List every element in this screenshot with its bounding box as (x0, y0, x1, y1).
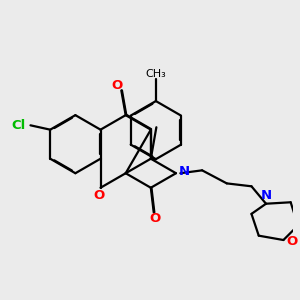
Text: N: N (178, 165, 190, 178)
Text: O: O (286, 235, 298, 248)
Text: O: O (150, 212, 161, 225)
Text: O: O (111, 79, 123, 92)
Text: N: N (260, 189, 272, 202)
Text: Cl: Cl (11, 119, 26, 132)
Text: CH₃: CH₃ (146, 69, 166, 79)
Text: O: O (93, 189, 105, 203)
